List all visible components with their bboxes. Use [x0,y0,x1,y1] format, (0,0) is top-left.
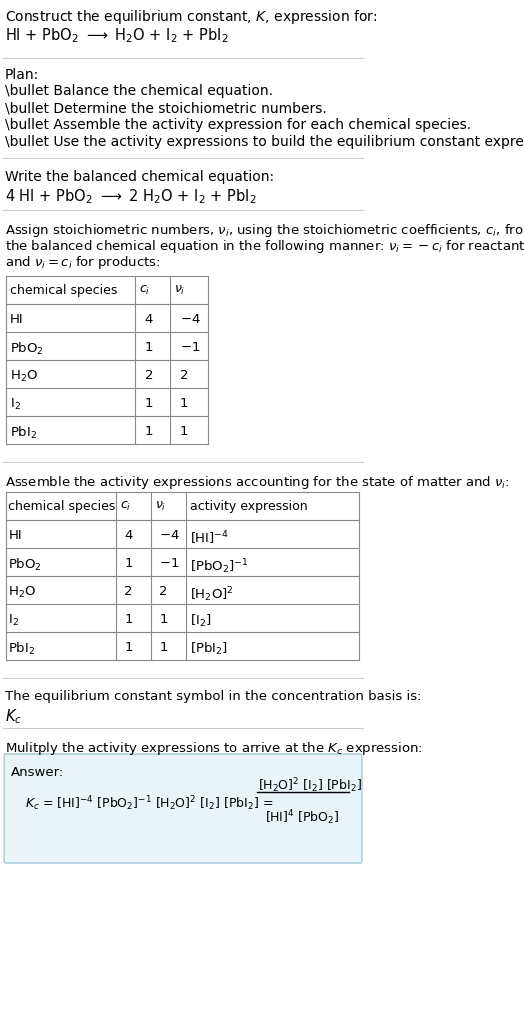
Text: Mulitply the activity expressions to arrive at the $K_c$ expression:: Mulitply the activity expressions to arr… [5,740,423,757]
Text: $-1$: $-1$ [159,557,180,570]
Text: 2: 2 [180,369,188,382]
Text: $-1$: $-1$ [180,341,200,354]
Text: [HI]$^{-4}$: [HI]$^{-4}$ [190,529,229,546]
Text: HI + PbO$_2$ $\longrightarrow$ H$_2$O + I$_2$ + PbI$_2$: HI + PbO$_2$ $\longrightarrow$ H$_2$O + … [5,26,228,45]
Text: PbI$_2$: PbI$_2$ [10,425,37,441]
Text: The equilibrium constant symbol in the concentration basis is:: The equilibrium constant symbol in the c… [5,690,421,703]
Text: PbO$_2$: PbO$_2$ [10,341,43,357]
Text: [H$_2$O]$^2$ [I$_2$] [PbI$_2$]: [H$_2$O]$^2$ [I$_2$] [PbI$_2$] [258,776,363,794]
Text: 2: 2 [159,585,168,598]
Text: and $\nu_i = c_i$ for products:: and $\nu_i = c_i$ for products: [5,254,160,271]
Text: H$_2$O: H$_2$O [8,585,37,600]
Text: PbI$_2$: PbI$_2$ [8,641,36,657]
Text: Answer:: Answer: [11,766,64,779]
Text: chemical species: chemical species [10,284,117,297]
Text: 1: 1 [145,397,153,410]
Text: 1: 1 [159,613,168,626]
Text: \bullet Balance the chemical equation.: \bullet Balance the chemical equation. [5,84,273,98]
Text: H$_2$O: H$_2$O [10,369,38,384]
Text: $\nu_i$: $\nu_i$ [174,284,185,297]
Text: \bullet Use the activity expressions to build the equilibrium constant expressio: \bullet Use the activity expressions to … [5,135,524,149]
Text: 1: 1 [180,397,188,410]
Text: Assemble the activity expressions accounting for the state of matter and $\nu_i$: Assemble the activity expressions accoun… [5,474,510,491]
Text: 2: 2 [124,585,133,598]
Text: $c_i$: $c_i$ [120,500,132,514]
Text: Write the balanced chemical equation:: Write the balanced chemical equation: [5,170,274,184]
Text: 4 HI + PbO$_2$ $\longrightarrow$ 2 H$_2$O + I$_2$ + PbI$_2$: 4 HI + PbO$_2$ $\longrightarrow$ 2 H$_2$… [5,187,256,205]
Text: [PbO$_2$]$^{-1}$: [PbO$_2$]$^{-1}$ [190,557,248,576]
Text: [HI]$^4$ [PbO$_2$]: [HI]$^4$ [PbO$_2$] [266,807,340,827]
Text: I$_2$: I$_2$ [8,613,19,629]
Text: PbO$_2$: PbO$_2$ [8,557,42,574]
Text: $K_c$ = [HI]$^{-4}$ [PbO$_2$]$^{-1}$ [H$_2$O]$^2$ [I$_2$] [PbI$_2$] =: $K_c$ = [HI]$^{-4}$ [PbO$_2$]$^{-1}$ [H$… [25,794,274,813]
Text: [I$_2$]: [I$_2$] [190,613,212,630]
Text: HI: HI [10,313,24,326]
Text: Assign stoichiometric numbers, $\nu_i$, using the stoichiometric coefficients, $: Assign stoichiometric numbers, $\nu_i$, … [5,222,524,239]
Text: 4: 4 [124,529,133,542]
Text: \bullet Determine the stoichiometric numbers.: \bullet Determine the stoichiometric num… [5,101,326,115]
Text: \bullet Assemble the activity expression for each chemical species.: \bullet Assemble the activity expression… [5,118,471,132]
Text: I$_2$: I$_2$ [10,397,21,412]
Text: the balanced chemical equation in the following manner: $\nu_i = -c_i$ for react: the balanced chemical equation in the fo… [5,238,524,255]
Text: 1: 1 [159,641,168,654]
Text: 4: 4 [145,313,153,326]
Text: 1: 1 [124,557,133,570]
Text: activity expression: activity expression [190,500,308,513]
Text: [PbI$_2$]: [PbI$_2$] [190,641,228,657]
Text: $-4$: $-4$ [180,313,200,326]
Text: Construct the equilibrium constant, $K$, expression for:: Construct the equilibrium constant, $K$,… [5,8,377,26]
Text: 2: 2 [145,369,153,382]
Text: 1: 1 [124,613,133,626]
FancyBboxPatch shape [4,754,362,863]
Text: $-4$: $-4$ [159,529,180,542]
Text: 1: 1 [124,641,133,654]
Text: $K_c$: $K_c$ [5,707,22,726]
Text: $c_i$: $c_i$ [139,284,150,297]
Text: Plan:: Plan: [5,68,39,82]
Text: 1: 1 [180,425,188,438]
Text: [H$_2$O]$^2$: [H$_2$O]$^2$ [190,585,234,604]
Text: 1: 1 [145,425,153,438]
Text: HI: HI [8,529,22,542]
Text: chemical species: chemical species [8,500,116,513]
Text: 1: 1 [145,341,153,354]
Text: $\nu_i$: $\nu_i$ [155,500,167,514]
